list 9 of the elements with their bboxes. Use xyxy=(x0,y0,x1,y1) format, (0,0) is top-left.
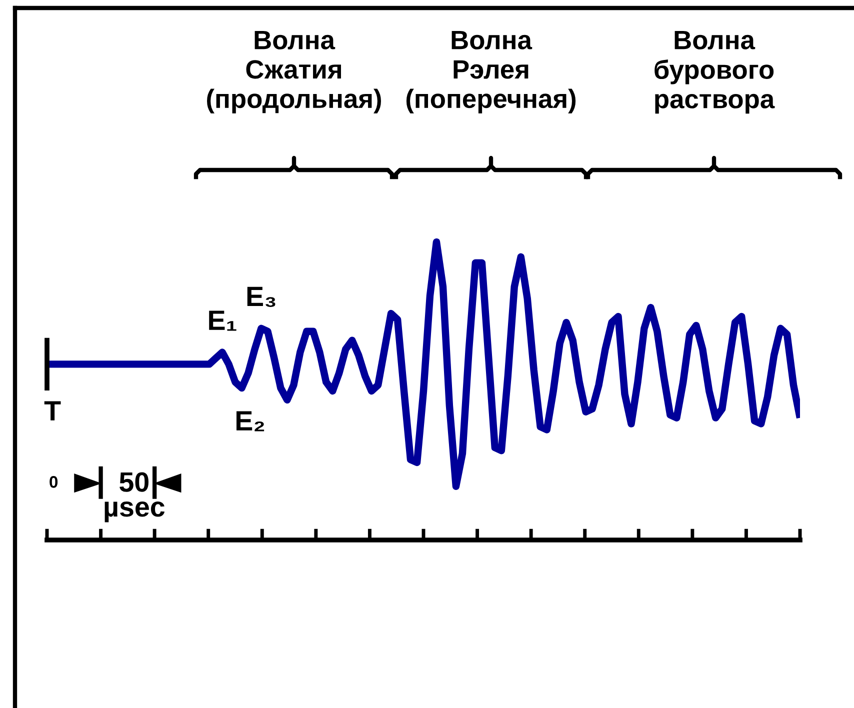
annotation: T xyxy=(44,401,61,420)
text: Волна Рэлея (поперечная) xyxy=(406,30,576,114)
text: Волна бурового раствора xyxy=(654,30,775,114)
annotation: E₃ xyxy=(247,286,276,308)
annotation: E₂ xyxy=(236,411,264,432)
annotation: E₁ xyxy=(209,310,236,331)
annotation: 50 µsec xyxy=(104,472,165,522)
text: Волна Сжатия (продольная) xyxy=(207,30,381,114)
annotation: 0 xyxy=(50,476,58,488)
